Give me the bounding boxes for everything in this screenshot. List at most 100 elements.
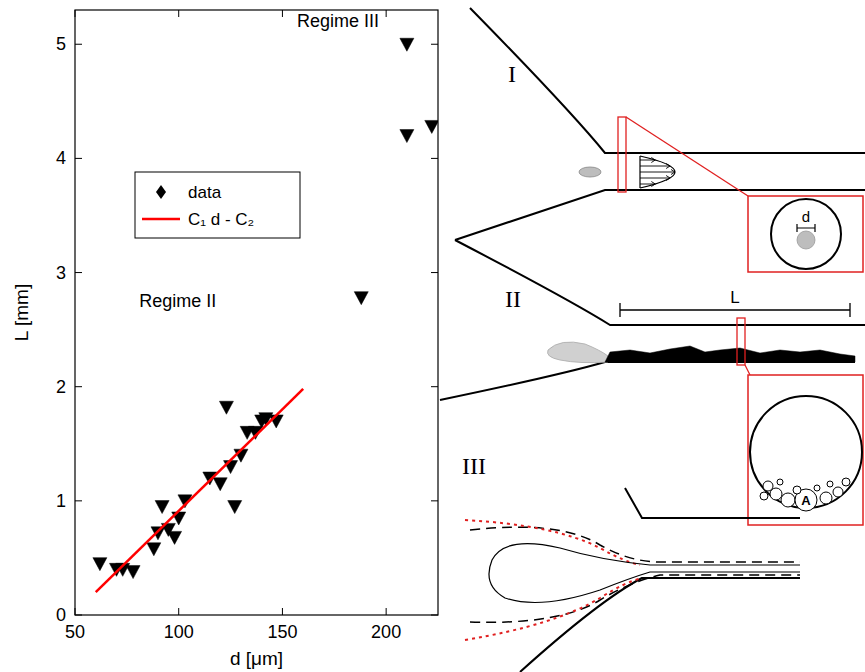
plot-marks — [93, 38, 438, 592]
legend-line — [142, 218, 180, 221]
section-leader — [626, 117, 748, 196]
y-tick-label: 5 — [56, 34, 66, 54]
y-tick-label: 2 — [56, 377, 66, 397]
profile-curve — [465, 520, 640, 565]
diagram: dILAIIIII — [440, 8, 865, 672]
x-tick-label: 200 — [371, 622, 401, 642]
arrow-head — [671, 170, 675, 175]
velocity-arrow — [640, 160, 655, 161]
deposit — [605, 346, 855, 362]
data-point — [219, 401, 233, 414]
section-marker — [737, 318, 745, 365]
data-point — [151, 527, 165, 540]
droplet-outline — [489, 544, 800, 603]
tube-section — [771, 199, 841, 269]
y-tick-right — [431, 615, 438, 616]
bubble — [770, 488, 782, 500]
panel-label: II — [505, 286, 521, 312]
y-tick — [75, 386, 82, 387]
nozzle-wall — [455, 240, 865, 325]
section-leader — [745, 365, 750, 375]
diameter-label: d — [802, 208, 810, 225]
legend-label: C₁ d - C₂ — [188, 210, 254, 229]
inset-box — [748, 196, 863, 272]
diameter-bar — [797, 224, 815, 232]
data-point — [126, 566, 140, 579]
y-tick — [75, 44, 82, 45]
y-tick-label: 1 — [56, 491, 66, 511]
droplet-impact — [548, 342, 609, 363]
y-tick-right — [431, 500, 438, 501]
legend-box — [135, 172, 300, 238]
data-point — [172, 512, 186, 525]
arrow-head — [666, 176, 670, 181]
legend-marker — [156, 185, 166, 199]
panel-label: III — [462, 453, 486, 479]
nozzle-wall — [625, 488, 800, 518]
inset-box — [748, 375, 863, 525]
droplet-section — [797, 231, 815, 249]
annotation: Regime II — [139, 291, 216, 311]
bubble — [820, 492, 832, 504]
x-tick-label: 100 — [164, 622, 194, 642]
y-tick-right — [431, 386, 438, 387]
arrow-head — [651, 158, 655, 163]
fit-line — [96, 389, 303, 592]
y-tick — [75, 615, 82, 616]
y-tick-right — [431, 158, 438, 159]
y-tick-right — [431, 272, 438, 273]
x-tick — [178, 608, 179, 615]
x-tick-top — [386, 10, 387, 17]
bubble — [793, 486, 801, 494]
legend: data C₁ d - C₂ — [135, 172, 300, 238]
y-tick — [75, 272, 82, 273]
y-tick-label: 3 — [56, 263, 66, 283]
velocity-arrow — [640, 184, 655, 185]
droplet — [579, 167, 601, 177]
y-tick-label: 4 — [56, 148, 66, 168]
legend-label: data — [188, 183, 222, 202]
data-point — [147, 543, 161, 556]
streamline — [470, 527, 800, 562]
x-tick-top — [282, 10, 283, 17]
data-point — [155, 501, 169, 514]
velocity-arrow — [640, 166, 670, 167]
arrow-head — [651, 182, 655, 187]
y-tick — [75, 500, 82, 501]
data-point — [168, 531, 182, 544]
y-tick-right — [431, 44, 438, 45]
bubble — [833, 487, 843, 497]
x-tick-label: 50 — [65, 622, 85, 642]
x-tick-label: 150 — [267, 622, 297, 642]
x-tick — [75, 608, 76, 615]
velocity-arrow — [640, 172, 675, 173]
streamline — [470, 575, 800, 622]
data-point — [213, 478, 227, 491]
data-point — [224, 461, 238, 474]
y-tick-label: 0 — [56, 605, 66, 625]
data-point — [400, 130, 414, 143]
x-axis-title: d [μm] — [230, 648, 283, 669]
y-tick — [75, 158, 82, 159]
x-tick-top — [75, 10, 76, 17]
nozzle-wall — [470, 8, 865, 153]
x-tick — [282, 608, 283, 615]
plot-frame — [75, 10, 438, 615]
data-point — [354, 292, 368, 305]
x-tick — [386, 608, 387, 615]
data-point — [93, 558, 107, 571]
data-point — [228, 501, 242, 514]
bubble — [814, 485, 820, 491]
deposit-label: A — [801, 493, 811, 508]
x-tick-top — [178, 10, 179, 17]
bubble — [760, 492, 768, 500]
nozzle-wall — [520, 578, 800, 672]
bubble — [777, 479, 783, 485]
bubble — [827, 481, 833, 487]
arrow-head — [666, 164, 670, 169]
data-point — [400, 38, 414, 51]
bubble — [842, 478, 850, 486]
velocity-arrow — [640, 178, 670, 179]
annotation: Regime III — [297, 11, 379, 31]
y-axis-title: L [mm] — [11, 284, 32, 341]
